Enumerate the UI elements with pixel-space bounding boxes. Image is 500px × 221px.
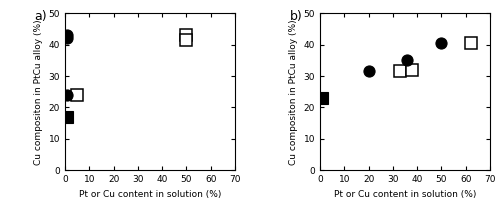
Y-axis label: Cu compositon in PtCu alloy (%): Cu compositon in PtCu alloy (%) — [34, 19, 43, 164]
X-axis label: Pt or Cu content in solution (%): Pt or Cu content in solution (%) — [334, 190, 476, 199]
Y-axis label: Cu compositon in PtCu alloy (%): Cu compositon in PtCu alloy (%) — [289, 19, 298, 164]
Text: b): b) — [290, 10, 302, 23]
X-axis label: Pt or Cu content in solution (%): Pt or Cu content in solution (%) — [79, 190, 221, 199]
Text: a): a) — [34, 10, 47, 23]
